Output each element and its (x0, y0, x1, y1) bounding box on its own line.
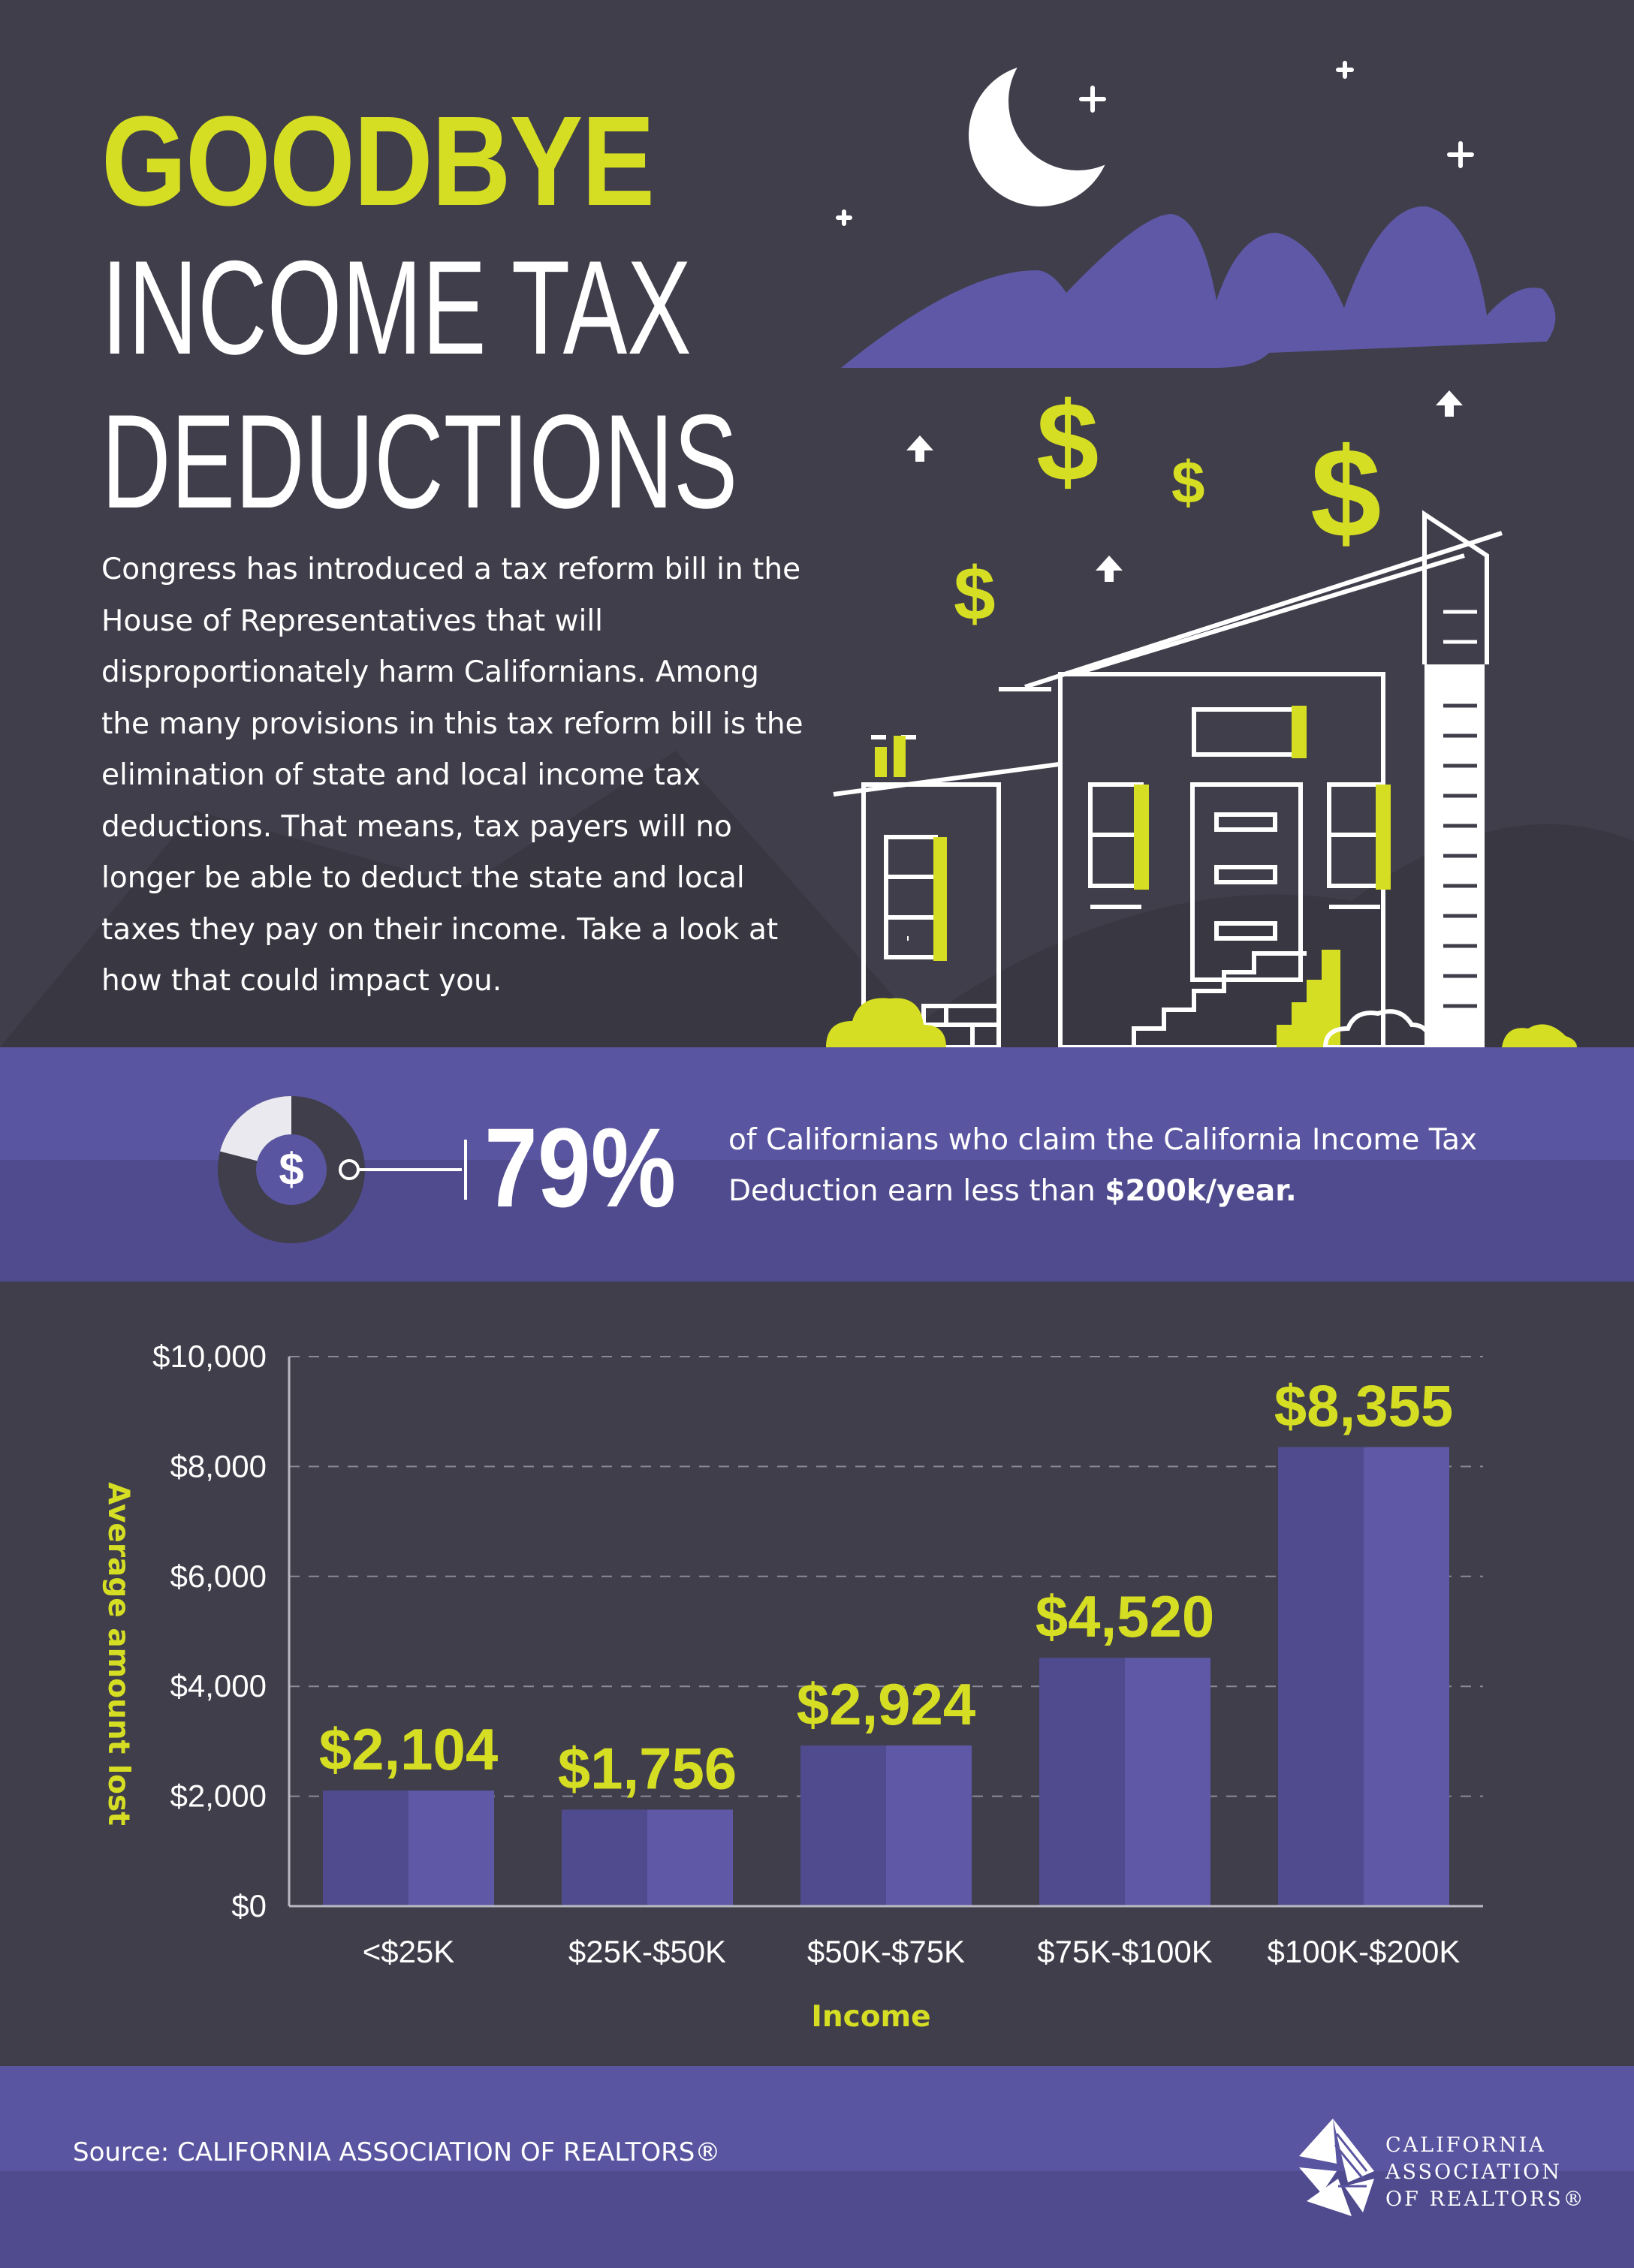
data-label: $8,355 (1274, 1372, 1454, 1438)
arrow-up-icon (906, 390, 1463, 582)
y-tick-label: $4,000 (170, 1668, 267, 1703)
data-label: $2,104 (319, 1716, 499, 1782)
pie-dollar-symbol: $ (279, 1144, 303, 1194)
y-tick-label: $6,000 (170, 1559, 267, 1594)
x-tick-label: $25K-$50K (568, 1934, 726, 1969)
stat-text: of Californians who claim the California… (728, 1123, 1478, 1208)
title-income-tax: INCOME TAX (101, 233, 692, 382)
realtor-logo-icon (1299, 2119, 1374, 2216)
bushes (826, 998, 1577, 1047)
dollar-icon: $ $ $ $ (954, 378, 1382, 636)
bar-left-half (562, 1809, 647, 1906)
bar (800, 1745, 972, 1906)
cloud-icon (841, 206, 1556, 368)
bar-left-half (800, 1745, 886, 1906)
y-tick-label: $10,000 (152, 1339, 267, 1374)
bar (1039, 1658, 1210, 1906)
x-tick-label: <$25K (363, 1934, 455, 1969)
x-tick-labels: <$25K $25K-$50K $50K-$75K $75K-$100K $100K-$… (363, 1934, 1461, 1969)
y-tick-label: $8,000 (170, 1448, 267, 1483)
window-accents (933, 706, 1391, 1047)
bar-left-half (1039, 1658, 1125, 1906)
bars (323, 1447, 1449, 1906)
stat-highlight: $200k/year. (1105, 1174, 1297, 1208)
logo-line-1: CALIFORNIA (1385, 2134, 1546, 2157)
bar (1278, 1447, 1449, 1906)
bar-right-half (408, 1790, 494, 1906)
pie-dollar-icon: $ (218, 1096, 467, 1243)
house-icon (833, 531, 1503, 1047)
logo-text: CALIFORNIA ASSOCIATION OF REALTORS® (1385, 2132, 1586, 2213)
chimney (875, 736, 906, 777)
data-labels: $2,104 $1,756 $2,924 $4,520 $8,355 (319, 1372, 1454, 1801)
data-label: $1,756 (558, 1735, 737, 1801)
moon-icon (969, 45, 1147, 206)
bar-right-half (1125, 1658, 1210, 1906)
x-tick-label: $100K-$200K (1268, 1934, 1461, 1969)
stat-percent: 79% (484, 1104, 677, 1230)
hero-section: GOODBYE INCOME TAX DEDUCTIONS Congress h… (0, 0, 1634, 1047)
logo-line-3: OF REALTORS® (1385, 2188, 1586, 2211)
svg-text:$: $ (954, 552, 996, 636)
data-label: $4,520 (1036, 1583, 1215, 1649)
source-text: Source: CALIFORNIA ASSOCIATION OF REALTO… (73, 2137, 721, 2167)
bar-left-half (1278, 1447, 1364, 1906)
bar-right-half (1364, 1447, 1449, 1906)
svg-text:$: $ (1310, 422, 1382, 565)
y-tick-label: $0 (231, 1888, 267, 1923)
footer: Source: CALIFORNIA ASSOCIATION OF REALTO… (0, 2066, 1634, 2268)
title-goodbye: GOODBYE (101, 90, 655, 233)
stat-band: $ 79% of Californians who claim the Cali… (0, 1047, 1634, 1282)
stat-description: of Californians who claim the California… (728, 1115, 1517, 1217)
x-tick-label: $75K-$100K (1037, 1934, 1213, 1969)
svg-text:$: $ (1036, 378, 1099, 505)
tower (1422, 510, 1489, 1047)
bar-right-half (647, 1809, 733, 1906)
title-deductions: DEDUCTIONS (101, 387, 738, 536)
footer-upper (0, 2066, 1634, 2171)
svg-text:$: $ (1171, 449, 1205, 516)
logo-line-2: ASSOCIATION (1385, 2161, 1562, 2184)
house-illustration: $ $ $ $ (826, 45, 1577, 1047)
x-tick-label: $50K-$75K (807, 1934, 965, 1969)
intro-paragraph: Congress has introduced a tax reform bil… (101, 553, 803, 998)
bar (562, 1809, 733, 1906)
star-icon (836, 61, 1474, 226)
y-tick-labels: $0 $2,000 $4,000 $6,000 $8,000 $10,000 (152, 1339, 267, 1923)
bar-left-half (323, 1790, 408, 1906)
x-axis-label: Income (811, 2000, 930, 2034)
bar (323, 1790, 494, 1906)
y-axis-label: Average amount lost (101, 1482, 135, 1826)
bar-chart: $0 $2,000 $4,000 $6,000 $8,000 $10,000 <$25K $… (101, 1339, 1483, 2034)
data-label: $2,924 (797, 1671, 976, 1737)
y-tick-label: $2,000 (170, 1779, 267, 1814)
bar-right-half (886, 1745, 972, 1906)
